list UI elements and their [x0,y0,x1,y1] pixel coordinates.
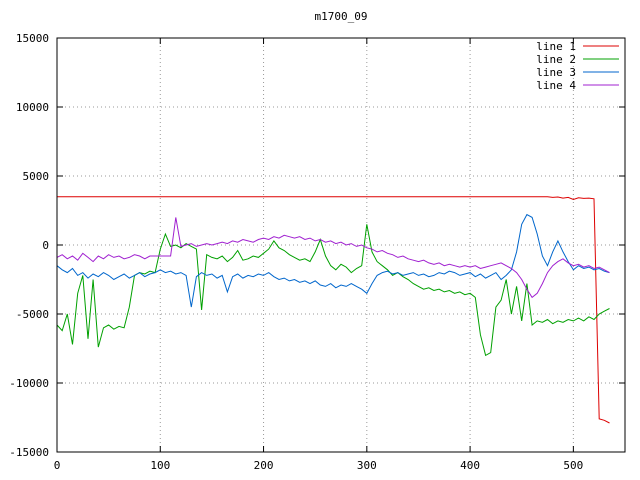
y-tick-label: -15000 [9,446,49,459]
y-tick-label: 0 [42,239,49,252]
series-2-line [56,224,610,357]
legend-label-2: line 2 [536,53,576,66]
x-tick-label: 200 [254,459,274,472]
x-tick-label: 300 [357,459,377,472]
series-3-line [56,213,610,308]
x-tick-label: 0 [54,459,61,472]
legend-label-1: line 1 [536,40,576,53]
y-tick-label: -5000 [16,308,49,321]
y-tick-label: 10000 [16,101,49,114]
plot-render-layer: 0 100 200 300 400 500 -15000 -10000 -5000 0 5000 10… [9,32,626,472]
y-tick-label: -10000 [9,377,49,390]
x-tick-label: 400 [460,459,480,472]
x-tick-label: 100 [150,459,170,472]
series-1-line [57,196,610,424]
legend-label-3: line 3 [536,66,576,79]
y-tick-label: 15000 [16,32,49,45]
y-tick-label: 5000 [23,170,50,183]
series-4-line [56,217,610,299]
chart-title: m1700_09 [315,10,368,23]
legend-label-4: line 4 [536,79,576,92]
x-tick-label: 500 [563,459,583,472]
